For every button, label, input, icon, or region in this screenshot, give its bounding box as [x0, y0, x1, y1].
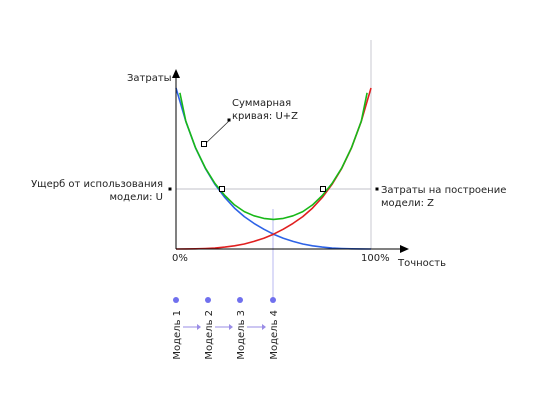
- damage-u-dot: [168, 187, 172, 191]
- model-arrow-head: [262, 324, 266, 330]
- model-label: Модель 3: [236, 310, 247, 360]
- total-curve-label: кривая: U+Z: [232, 111, 298, 122]
- model-dot: [205, 297, 211, 303]
- model-sequence: Модель 1 Модель 2 Модель 3 Модель 4: [172, 297, 280, 360]
- x-axis-arrow: [400, 245, 409, 253]
- curve-marker: [201, 141, 207, 147]
- cost-z-dot: [375, 187, 379, 191]
- model-dot: [270, 297, 276, 303]
- model-dot: [237, 297, 243, 303]
- x-tick-label: 100%: [361, 253, 390, 264]
- model-label: Модель 2: [204, 310, 215, 360]
- model-label: Модель 4: [269, 310, 280, 360]
- cost-z-label: модели: Z: [381, 198, 434, 209]
- total-curve-leader: [204, 120, 230, 145]
- x-tick-label: 0%: [172, 253, 188, 264]
- y-axis-arrow: [172, 69, 180, 78]
- model-arrow-head: [197, 324, 201, 330]
- leader-dot: [227, 118, 231, 122]
- cost-z-label: Затраты на построение: [381, 185, 506, 196]
- labels: Затраты Точность 0% 100% Суммарная кривая: U+…: [31, 73, 506, 269]
- curve-marker: [219, 186, 225, 192]
- x-axis-title: Точность: [397, 258, 446, 269]
- model-arrow-head: [229, 324, 233, 330]
- damage-u-label: Ущерб от использования: [31, 179, 163, 190]
- total-curve-label: Суммарная: [232, 98, 291, 109]
- curves: [175, 87, 372, 250]
- model-label: Модель 1: [172, 310, 183, 360]
- damage-u-label: модели: U: [110, 192, 164, 203]
- y-axis-title: Затраты: [127, 73, 172, 84]
- curve-marker: [320, 186, 326, 192]
- model-dot: [173, 297, 179, 303]
- guide-lines: [176, 40, 372, 300]
- total-curve-u-z: [179, 92, 368, 221]
- axes: [172, 69, 409, 253]
- markers: [168, 118, 379, 192]
